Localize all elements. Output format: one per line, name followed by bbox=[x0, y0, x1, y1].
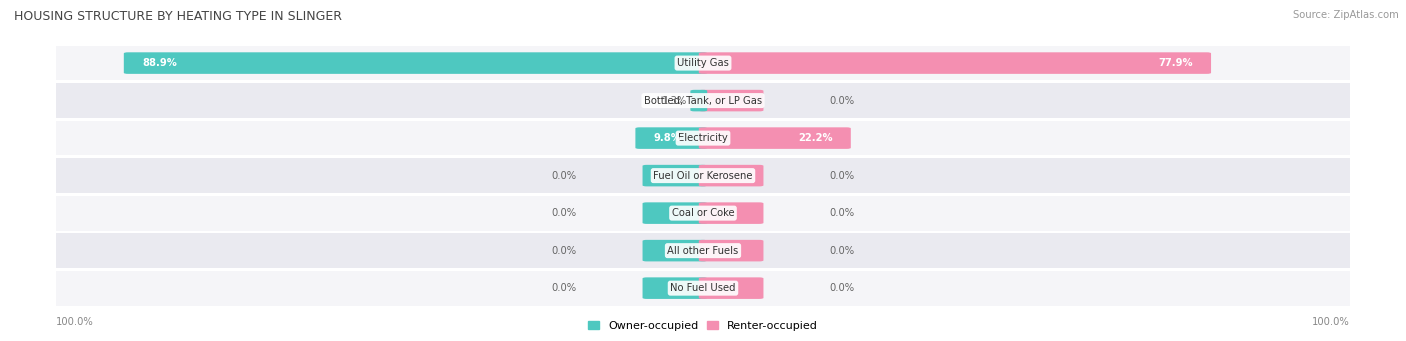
Text: 0.0%: 0.0% bbox=[551, 283, 576, 293]
Text: Coal or Coke: Coal or Coke bbox=[672, 208, 734, 218]
Legend: Owner-occupied, Renter-occupied: Owner-occupied, Renter-occupied bbox=[583, 316, 823, 336]
Text: Bottled, Tank, or LP Gas: Bottled, Tank, or LP Gas bbox=[644, 95, 762, 106]
Text: Source: ZipAtlas.com: Source: ZipAtlas.com bbox=[1294, 10, 1399, 20]
Text: 0.0%: 0.0% bbox=[551, 170, 576, 181]
Text: Utility Gas: Utility Gas bbox=[678, 58, 728, 68]
Text: 0.0%: 0.0% bbox=[830, 283, 855, 293]
Text: 0.0%: 0.0% bbox=[830, 246, 855, 256]
Text: 0.0%: 0.0% bbox=[551, 246, 576, 256]
Text: Fuel Oil or Kerosene: Fuel Oil or Kerosene bbox=[654, 170, 752, 181]
Text: HOUSING STRUCTURE BY HEATING TYPE IN SLINGER: HOUSING STRUCTURE BY HEATING TYPE IN SLI… bbox=[14, 10, 342, 23]
Text: 0.0%: 0.0% bbox=[830, 170, 855, 181]
Text: Electricity: Electricity bbox=[678, 133, 728, 143]
Text: 0.0%: 0.0% bbox=[551, 208, 576, 218]
Text: 0.0%: 0.0% bbox=[830, 95, 855, 106]
Text: 77.9%: 77.9% bbox=[1159, 58, 1192, 68]
Text: 0.0%: 0.0% bbox=[830, 208, 855, 218]
Text: 88.9%: 88.9% bbox=[142, 58, 177, 68]
Text: 100.0%: 100.0% bbox=[1312, 317, 1350, 327]
Text: No Fuel Used: No Fuel Used bbox=[671, 283, 735, 293]
Text: All other Fuels: All other Fuels bbox=[668, 246, 738, 256]
Text: 22.2%: 22.2% bbox=[797, 133, 832, 143]
Text: 9.8%: 9.8% bbox=[654, 133, 682, 143]
Text: 100.0%: 100.0% bbox=[56, 317, 94, 327]
Text: 1.3%: 1.3% bbox=[662, 95, 688, 106]
